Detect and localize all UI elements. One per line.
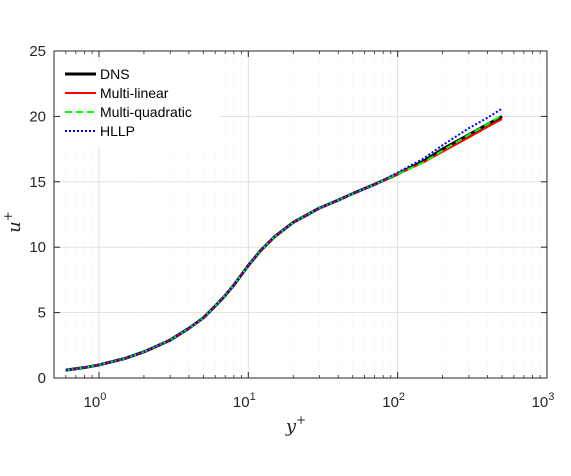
series-line-hllp: [65, 107, 503, 372]
y-tick-label: 5: [38, 305, 46, 322]
y-tick-label: 25: [29, 43, 46, 60]
y-tick-label: 10: [29, 239, 46, 256]
y-tick-label: 0: [38, 370, 46, 387]
series-layer: [65, 107, 503, 372]
tick-labels: 100 101 102 103 0 5 10 15 20 25: [29, 43, 554, 411]
y-axis-title-base: u: [4, 221, 25, 233]
y-tick-label: 20: [29, 108, 46, 125]
axes-box: [53, 50, 548, 379]
x-tick-label: 101: [233, 391, 256, 411]
x-axis-title-base: y: [285, 416, 297, 437]
y-tick-label: 15: [29, 174, 46, 191]
axis-ticks: [54, 50, 548, 379]
y-axis-title: u+: [1, 211, 25, 233]
legend-label: DNS: [100, 66, 130, 82]
x-tick-label: 102: [382, 391, 405, 411]
series-line-multi-quadratic: [65, 114, 503, 372]
legend-label: Multi-quadratic: [100, 104, 192, 120]
legend-label: Multi-linear: [100, 85, 169, 101]
x-tick-label: 100: [84, 391, 107, 411]
legend: DNS Multi-linear Multi-quadratic HLLP: [60, 62, 220, 146]
x-tick-label: 103: [532, 391, 555, 411]
legend-label: HLLP: [100, 123, 135, 139]
x-axis-title: y+: [285, 413, 306, 437]
